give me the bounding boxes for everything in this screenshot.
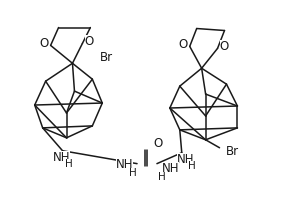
- Text: NH: NH: [177, 153, 195, 166]
- Text: H: H: [188, 161, 196, 171]
- Text: H: H: [65, 159, 72, 169]
- Text: NH: NH: [162, 162, 179, 175]
- Text: NH: NH: [53, 151, 70, 164]
- Text: O: O: [178, 38, 188, 51]
- Text: Br: Br: [226, 145, 239, 158]
- Text: O: O: [39, 37, 48, 50]
- Text: NH: NH: [115, 158, 133, 171]
- Text: Br: Br: [100, 51, 113, 64]
- Text: H: H: [129, 168, 137, 178]
- Text: O: O: [85, 35, 94, 48]
- Text: O: O: [220, 40, 229, 53]
- Text: O: O: [153, 137, 162, 150]
- Text: H: H: [158, 172, 166, 182]
